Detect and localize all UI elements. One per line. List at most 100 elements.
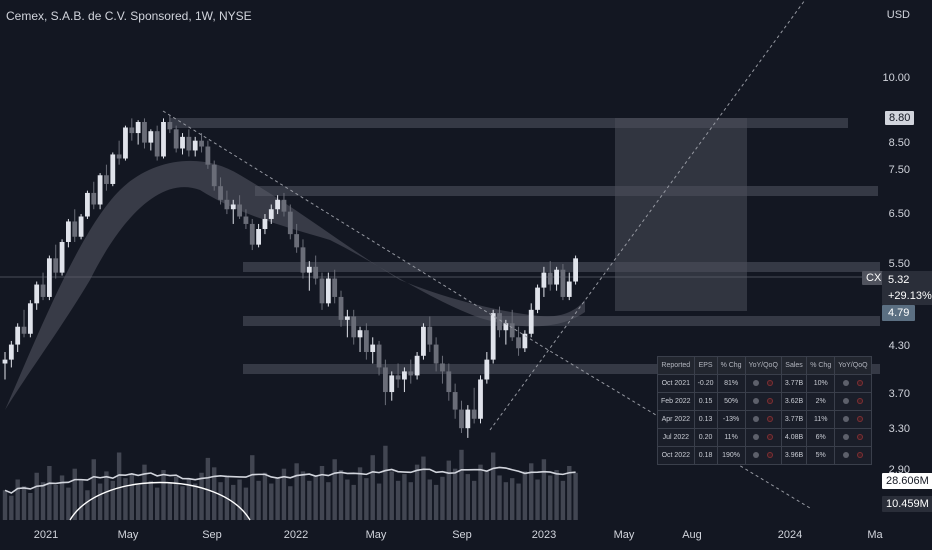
volume-bar — [275, 478, 280, 520]
col-header: % Chg — [716, 356, 746, 375]
sales-yoy-cell — [834, 428, 872, 447]
candle — [237, 195, 242, 219]
status-dot-icon — [753, 452, 760, 459]
time-tick: Aug — [682, 529, 702, 541]
earnings-row: Jul 2022 0.20 11% 4.08B 6% — [657, 428, 872, 447]
candle — [300, 239, 306, 279]
candle-body — [129, 127, 135, 134]
status-dot-icon — [842, 452, 849, 459]
volume-bar — [180, 486, 185, 520]
candle-body — [186, 136, 192, 151]
candle-body — [370, 344, 376, 353]
volume-bar — [269, 483, 274, 520]
candle — [8, 340, 14, 368]
status-dot-icon — [842, 380, 849, 387]
volume-bar — [414, 464, 420, 520]
resistance-zone — [255, 186, 878, 196]
earnings-row: Oct 2022 0.18 190% 3.96B 5% — [657, 446, 872, 465]
candle — [313, 255, 319, 285]
candle — [34, 281, 40, 310]
candle — [243, 209, 249, 229]
candle-body — [421, 326, 426, 356]
candle — [414, 352, 420, 380]
candle-body — [275, 199, 281, 210]
volume-bar — [40, 482, 46, 520]
volume-bar — [281, 468, 287, 520]
time-tick: May — [365, 529, 387, 541]
time-tick: Sep — [202, 529, 222, 541]
candle — [142, 118, 147, 149]
candle — [256, 223, 261, 248]
ema-cloud — [5, 160, 585, 410]
eps-yoy-cell — [744, 410, 782, 429]
volume-bar — [522, 471, 528, 520]
volume-bar — [345, 479, 350, 520]
candle — [262, 214, 268, 235]
volume-bar — [370, 455, 375, 520]
volume-bar — [554, 470, 559, 520]
sales-cell: 3.77B — [780, 374, 808, 393]
volume-bar — [173, 476, 179, 520]
candle — [490, 309, 496, 364]
sales-change-cell: 6% — [806, 428, 836, 447]
volume-bar — [567, 466, 572, 520]
sales-cell: 3.77B — [780, 410, 808, 429]
volume-tag: 10.459M — [882, 496, 932, 512]
eps-change-cell: -13% — [716, 410, 746, 429]
candle-body — [249, 223, 255, 245]
price-tick: 6.50 — [888, 208, 910, 220]
candle-body — [15, 326, 21, 345]
candle-body — [363, 330, 369, 353]
candle-body — [566, 281, 572, 297]
candle-body — [8, 344, 14, 360]
volume-bar — [326, 482, 331, 520]
candle — [218, 177, 223, 205]
volume-bar — [154, 487, 160, 520]
col-header: YoY/QoQ — [744, 356, 782, 375]
candle-body — [427, 326, 433, 345]
volume-bar — [85, 490, 90, 520]
candle — [344, 309, 350, 338]
candle-body — [243, 216, 249, 224]
candle — [173, 125, 179, 153]
candle-body — [484, 359, 490, 380]
candle — [427, 316, 433, 353]
volume-bar — [237, 479, 242, 520]
volume-bar — [28, 493, 33, 520]
candle-body — [478, 379, 483, 419]
volume-bar — [218, 482, 223, 520]
volume-bar — [408, 482, 413, 520]
candle-body — [541, 272, 547, 288]
candle — [148, 129, 154, 151]
candle-body — [97, 175, 103, 205]
volume-bar — [300, 471, 306, 520]
candle — [370, 337, 376, 364]
volume-bar — [497, 475, 502, 520]
volume-bar — [541, 459, 547, 520]
candle-body — [497, 313, 502, 331]
volume-bar — [421, 456, 426, 520]
candle — [129, 118, 135, 141]
eps-change-cell: 50% — [716, 392, 746, 411]
candle — [573, 255, 578, 285]
eps-yoy-cell — [744, 446, 782, 465]
candle — [376, 340, 382, 376]
volume-bar — [376, 483, 382, 520]
level-tag-880: 8.80 — [885, 111, 915, 125]
candle — [516, 326, 521, 356]
volume-bar — [262, 472, 268, 520]
price-tick: 4.30 — [888, 340, 910, 352]
candle-body — [465, 409, 471, 429]
time-tick: May — [117, 529, 139, 541]
candle-body — [344, 316, 350, 320]
candle-body — [78, 216, 84, 237]
volume-bar — [402, 474, 407, 520]
candle-body — [161, 121, 166, 157]
volume-bar — [110, 480, 115, 520]
candle-body — [509, 323, 515, 338]
candle-body — [332, 278, 338, 297]
candle-body — [383, 367, 388, 393]
price-tick: 3.30 — [888, 423, 910, 435]
candle-body — [91, 192, 97, 205]
